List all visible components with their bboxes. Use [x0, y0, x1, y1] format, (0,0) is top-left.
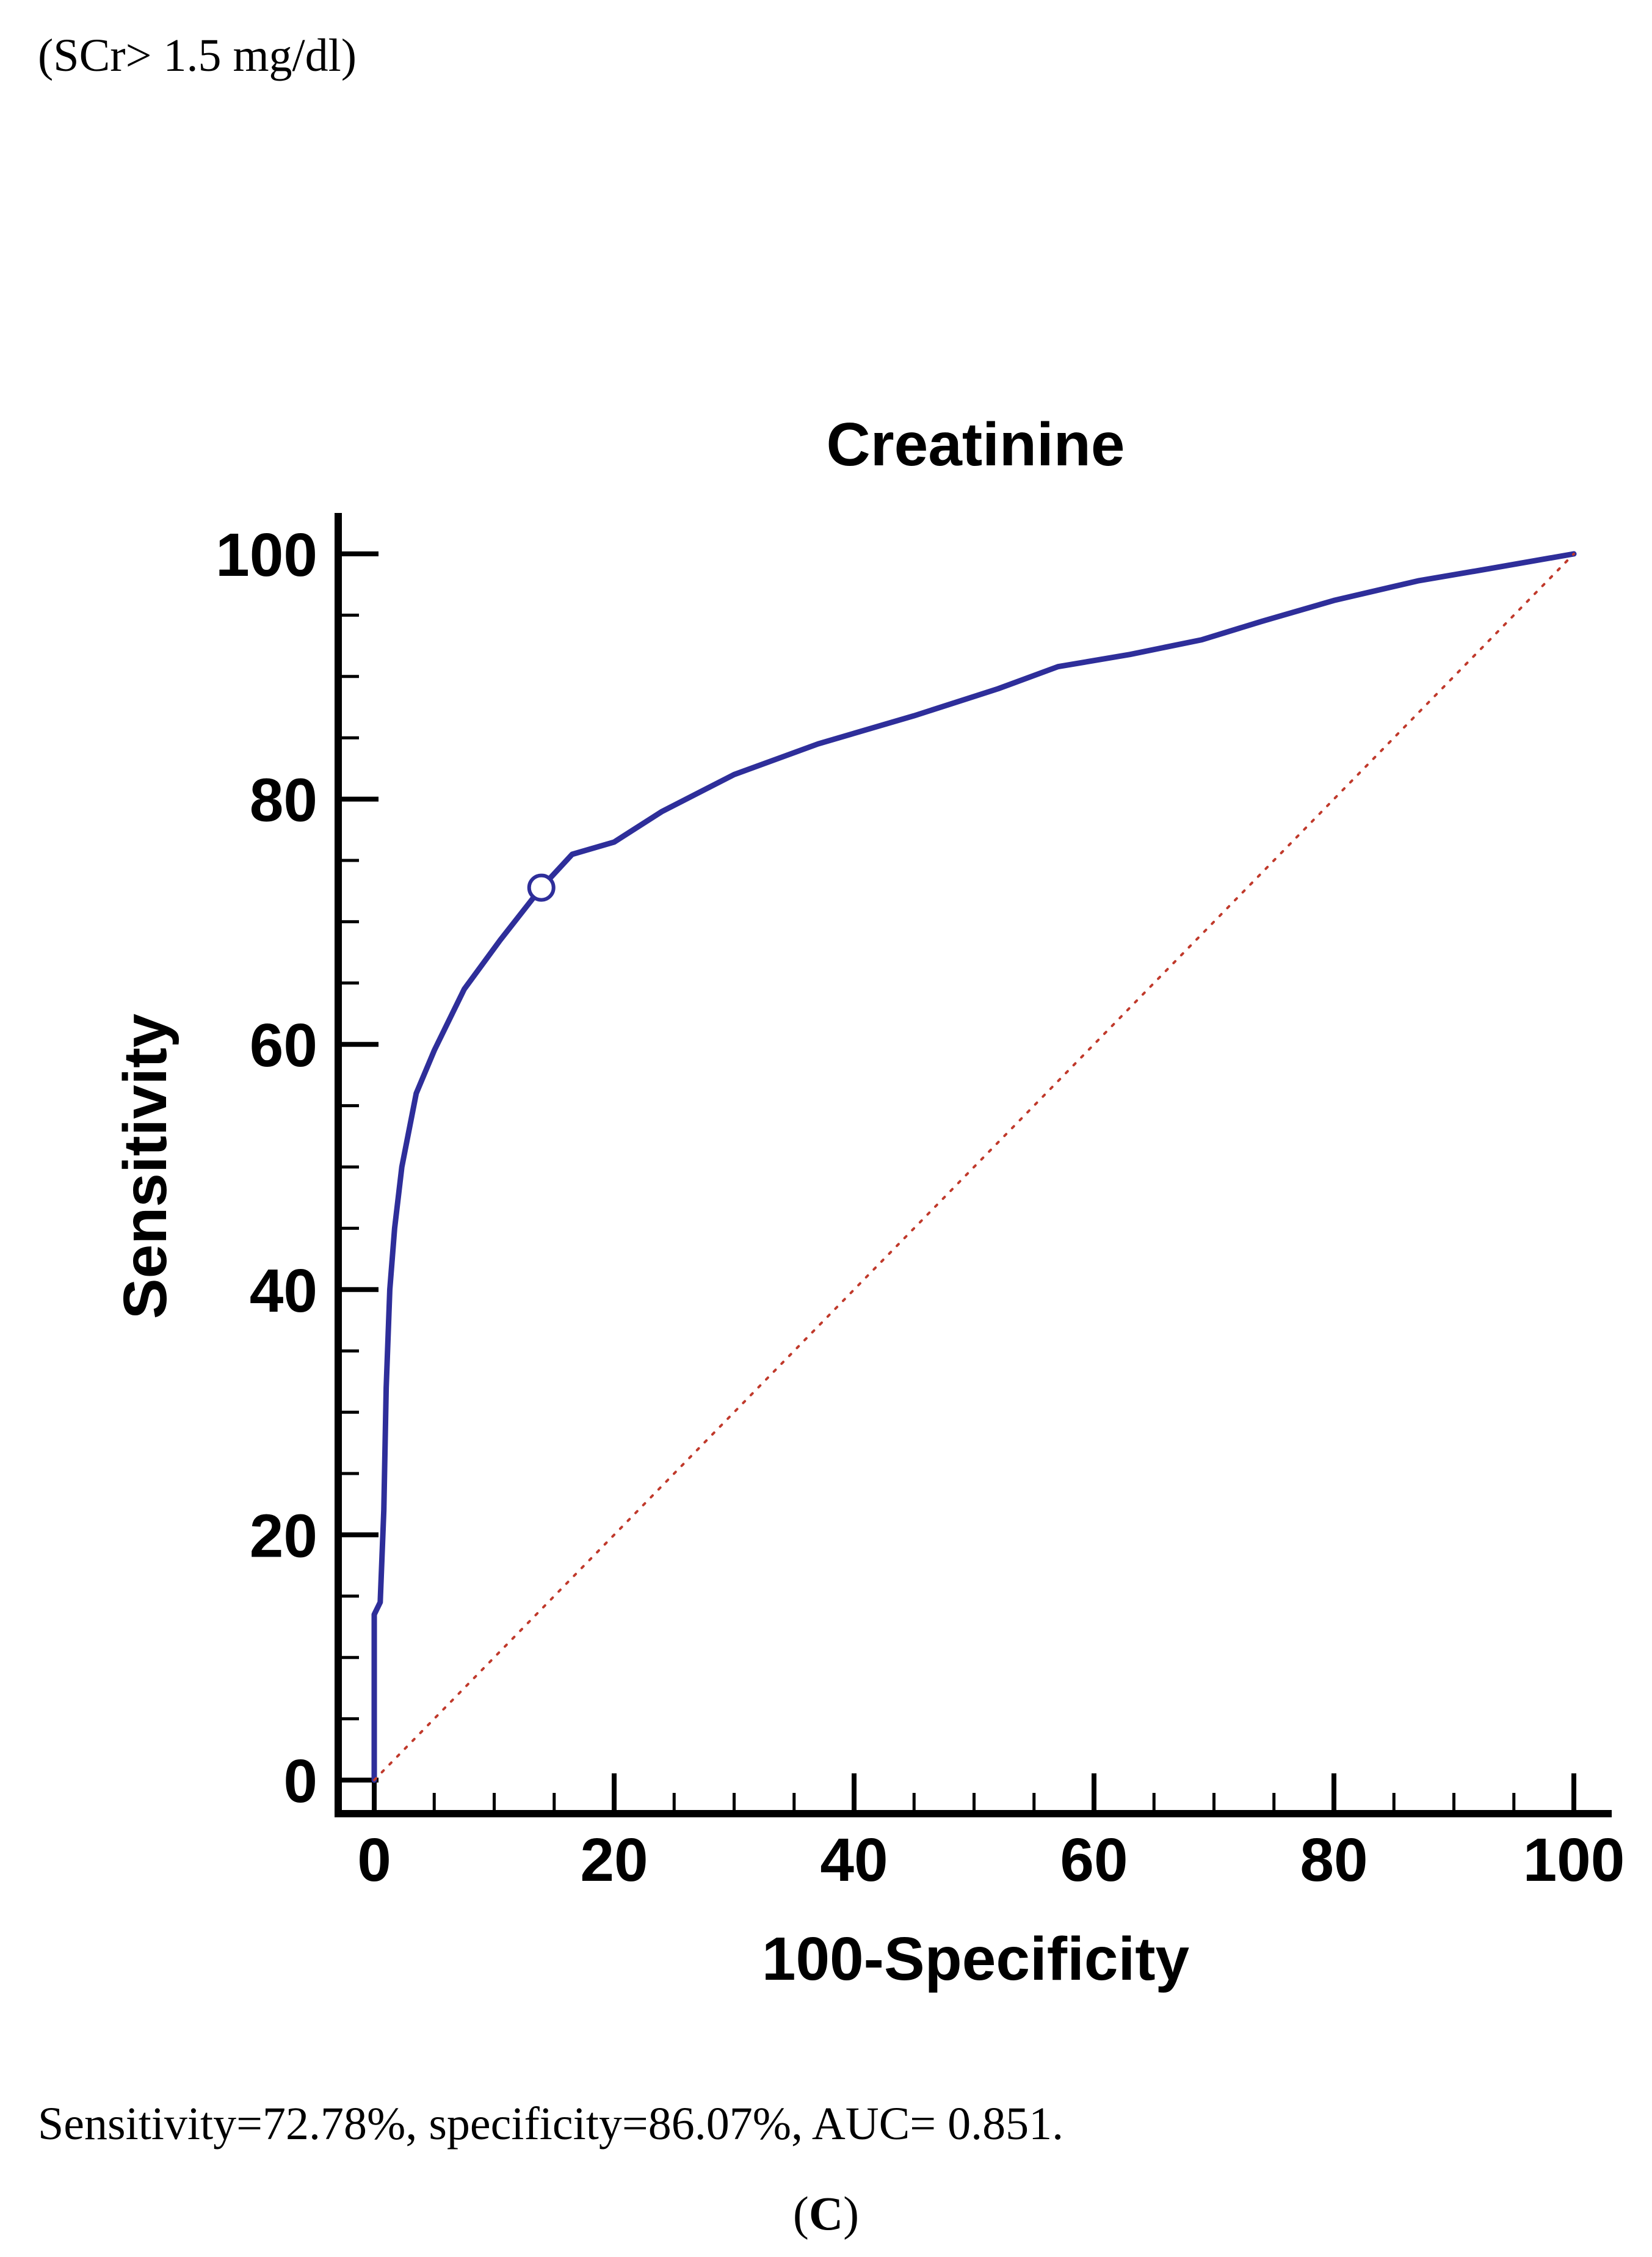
y-tick-label: 80 — [250, 766, 317, 835]
tick-labels: 0 20 40 60 80 100 0 20 40 60 80 100 — [216, 521, 1625, 1894]
ticks — [338, 551, 1576, 1814]
cutoff-point-marker — [527, 873, 556, 902]
y-tick-label: 60 — [250, 1011, 317, 1080]
x-tick-label: 80 — [1300, 1826, 1368, 1894]
x-tick-label: 60 — [1060, 1826, 1128, 1894]
y-tick-label: 0 — [283, 1747, 317, 1815]
x-tick-label: 20 — [580, 1826, 648, 1894]
x-axis-label: 100-Specificity — [762, 1925, 1190, 1993]
panel-open-paren: ( — [792, 2187, 809, 2240]
y-tick-label: 20 — [250, 1502, 317, 1570]
panel-letter: C — [808, 2187, 844, 2240]
series-layer — [371, 551, 1577, 1783]
summary-text: Sensitivity=72.78%, specificity=86.07%, … — [38, 2098, 1064, 2150]
x-tick-label: 0 — [357, 1826, 391, 1894]
y-axis-label: Sensitivity — [111, 1014, 179, 1320]
axes — [335, 513, 1612, 1817]
reference-diagonal-line — [373, 553, 1575, 1781]
x-tick-label: 40 — [820, 1826, 888, 1894]
panel-close-paren: ) — [843, 2187, 860, 2240]
y-tick-label: 100 — [216, 521, 317, 589]
condition-label: (SCr> 1.5 mg/dl) — [38, 30, 357, 81]
x-tick-label: 100 — [1523, 1826, 1625, 1894]
y-tick-label: 40 — [250, 1257, 317, 1325]
roc-curve-line — [371, 551, 1577, 1783]
chart-title: Creatinine — [826, 410, 1125, 479]
panel-label: (C) — [0, 2186, 1652, 2241]
